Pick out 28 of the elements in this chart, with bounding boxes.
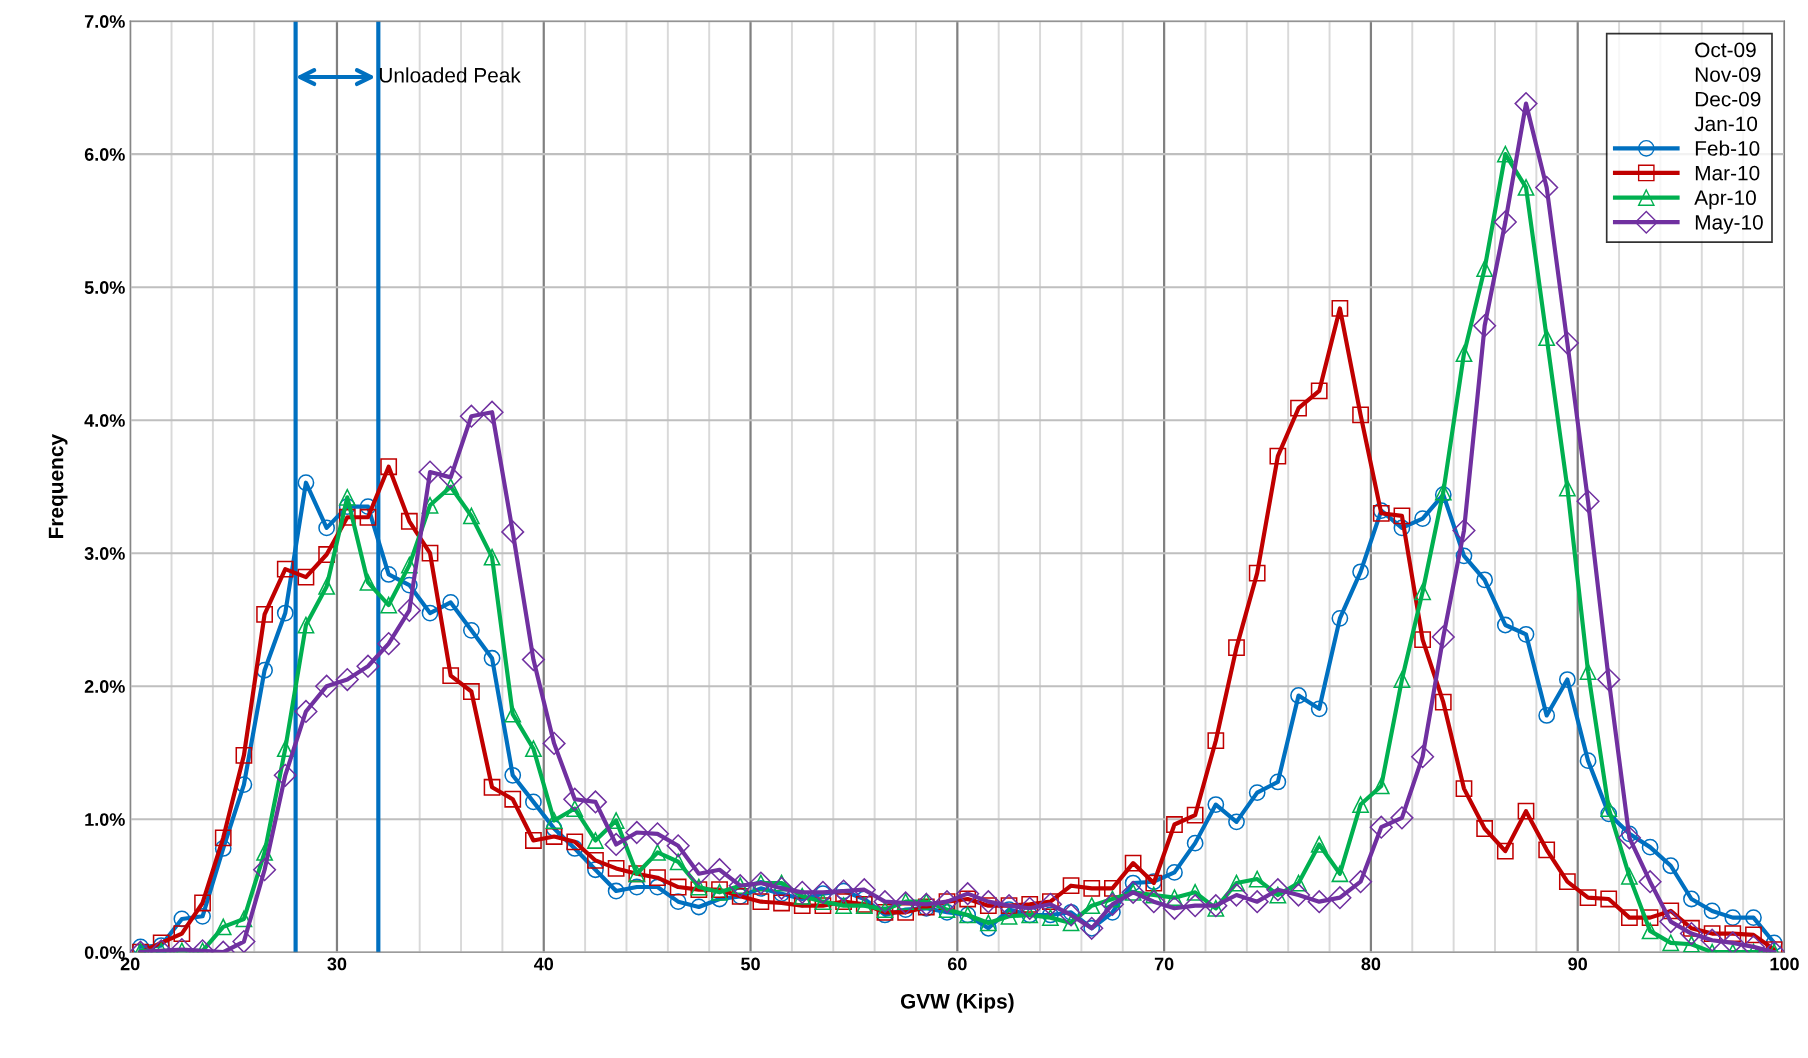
x-tick-label: 30	[327, 957, 347, 971]
x-tick-label: 100	[1770, 957, 1799, 971]
x-tick-label: 90	[1568, 957, 1588, 971]
text: Nov-09	[1695, 67, 1761, 82]
y-tick-label: 3.0%	[84, 547, 125, 560]
text: Dec-09	[1695, 91, 1761, 107]
y-tick-label: 7.0%	[84, 15, 125, 28]
x-axis-title: GVW (Kips)	[900, 993, 1014, 1013]
y-tick-label: 2.0%	[84, 680, 125, 693]
x-tick-label: 40	[533, 957, 554, 971]
legend-label: Mar-10	[1695, 165, 1760, 181]
text: Jan-10	[1694, 116, 1758, 132]
legend-label: Feb-10	[1695, 140, 1760, 156]
y-tick-label: 0.0%	[84, 946, 125, 959]
legend-label: Apr-10	[1694, 190, 1756, 210]
y-tick-label: 5.0%	[84, 281, 125, 294]
x-tick-label: 70	[1154, 957, 1174, 971]
x-tick-label: 20	[120, 957, 140, 971]
x-tick-label: 80	[1361, 957, 1381, 971]
legend-label: May-10	[1695, 214, 1763, 234]
y-tick-label: 6.0%	[84, 148, 125, 161]
y-axis-title: Frequency	[48, 434, 68, 538]
y-tick-label: 4.0%	[84, 414, 125, 427]
y-tick-label: 1.0%	[85, 813, 125, 826]
annotation: Unloaded Peak	[379, 67, 521, 83]
text: Oct-09	[1695, 42, 1756, 58]
x-tick-label: 60	[947, 957, 967, 971]
x-tick-label: 50	[741, 957, 760, 971]
